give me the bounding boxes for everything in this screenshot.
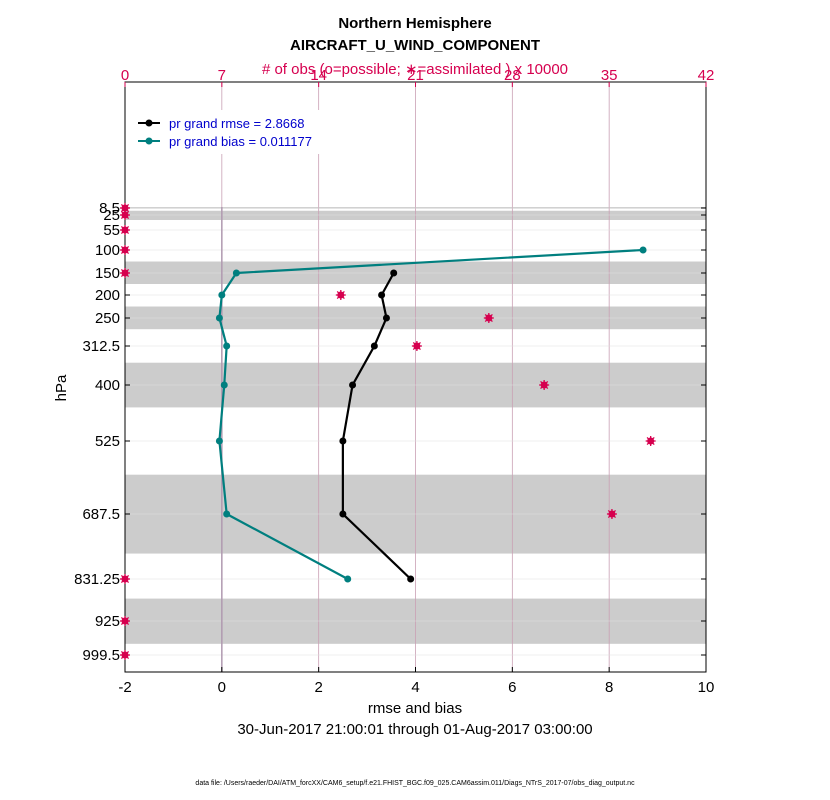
obs-assimilated-marker: [120, 574, 130, 584]
obs-assimilated-marker: [120, 210, 130, 220]
obs-assimilated-marker: [606, 509, 617, 519]
rmse-point: [390, 269, 398, 277]
chart-subtitle: AIRCRAFT_U_WIND_COMPONENT: [290, 37, 540, 54]
y-tick-label: 831.25: [74, 571, 120, 588]
y-tick-label: 200: [95, 287, 120, 304]
rmse-point: [407, 575, 415, 583]
obs-assimilated-marker: [335, 290, 346, 300]
obs-assimilated-marker: [483, 313, 494, 323]
y-tick-label: 525: [95, 433, 120, 450]
y-tick-label: 925: [95, 613, 120, 630]
x-tick-label: 8: [605, 679, 613, 696]
top-x-tick-label: 7: [218, 67, 226, 84]
obs-assimilated-marker: [411, 341, 422, 351]
top-x-tick-label: 42: [698, 67, 715, 84]
bias-point: [223, 342, 231, 350]
date-range: 30-Jun-2017 21:00:01 through 01-Aug-2017…: [237, 721, 592, 738]
x-tick-label: 6: [508, 679, 516, 696]
rmse-point: [370, 342, 378, 350]
top-x-tick-label: 21: [407, 67, 424, 84]
y-axis-label: hPa: [53, 374, 70, 401]
x-tick-label: -2: [118, 679, 131, 696]
bias-point: [215, 437, 223, 445]
obs-assimilated-marker: [120, 268, 130, 278]
bias-point: [218, 291, 226, 299]
bias-point: [223, 510, 231, 518]
rmse-point: [349, 381, 357, 389]
legend-bias-label: pr grand bias = 0.011177: [169, 134, 312, 149]
obs-assimilated-marker: [120, 225, 130, 235]
obs-assimilated-marker: [539, 380, 550, 390]
y-tick-label: 687.5: [82, 506, 120, 523]
y-tick-label: 312.5: [82, 338, 120, 355]
legend-rmse-label: pr grand rmse = 2.8668: [169, 116, 305, 131]
rmse-point: [339, 437, 347, 445]
y-tick-label: 999.5: [82, 647, 120, 664]
bias-point: [215, 314, 223, 322]
bias-point: [232, 269, 240, 277]
x-tick-label: 4: [411, 679, 419, 696]
x-axis-label: rmse and bias: [368, 700, 462, 717]
x-tick-label: 0: [218, 679, 226, 696]
obs-assimilated-marker: [120, 245, 130, 255]
x-tick-label: 2: [314, 679, 322, 696]
legend-bias-marker: [145, 137, 153, 145]
top-x-tick-label: 35: [601, 67, 618, 84]
chart-title: Northern Hemisphere: [338, 15, 491, 32]
rmse-point: [382, 314, 390, 322]
rmse-point: [339, 510, 347, 518]
top-x-tick-label: 28: [504, 67, 521, 84]
x-tick-label: 10: [698, 679, 715, 696]
obs-assimilated-marker: [120, 616, 130, 626]
y-tick-label: 400: [95, 377, 120, 394]
y-tick-label: 100: [95, 242, 120, 259]
top-x-tick-label: 14: [310, 67, 327, 84]
top-axis-label: # of obs (o=possible; ∗=assimilated ) x …: [262, 61, 568, 78]
y-tick-label: 150: [95, 265, 120, 282]
top-x-tick-label: 0: [121, 67, 129, 84]
obs-assimilated-marker: [120, 650, 130, 660]
bias-point: [344, 575, 352, 583]
y-tick-label: 8.5: [99, 200, 120, 217]
legend: pr grand rmse = 2.8668 pr grand bias = 0…: [128, 110, 338, 154]
rmse-line: [341, 272, 412, 580]
rmse-point: [378, 291, 386, 299]
footer-data-file: data file: /Users/raeder/DAI/ATM_forcXX/…: [195, 780, 635, 787]
bias-point: [220, 381, 228, 389]
obs-assimilated-marker: [645, 436, 656, 446]
legend-rmse-marker: [145, 119, 153, 127]
y-tick-label: 250: [95, 310, 120, 327]
y-tick-label: 55: [103, 222, 120, 239]
y-tick-label: 25: [103, 207, 120, 224]
bias-point: [639, 246, 647, 254]
